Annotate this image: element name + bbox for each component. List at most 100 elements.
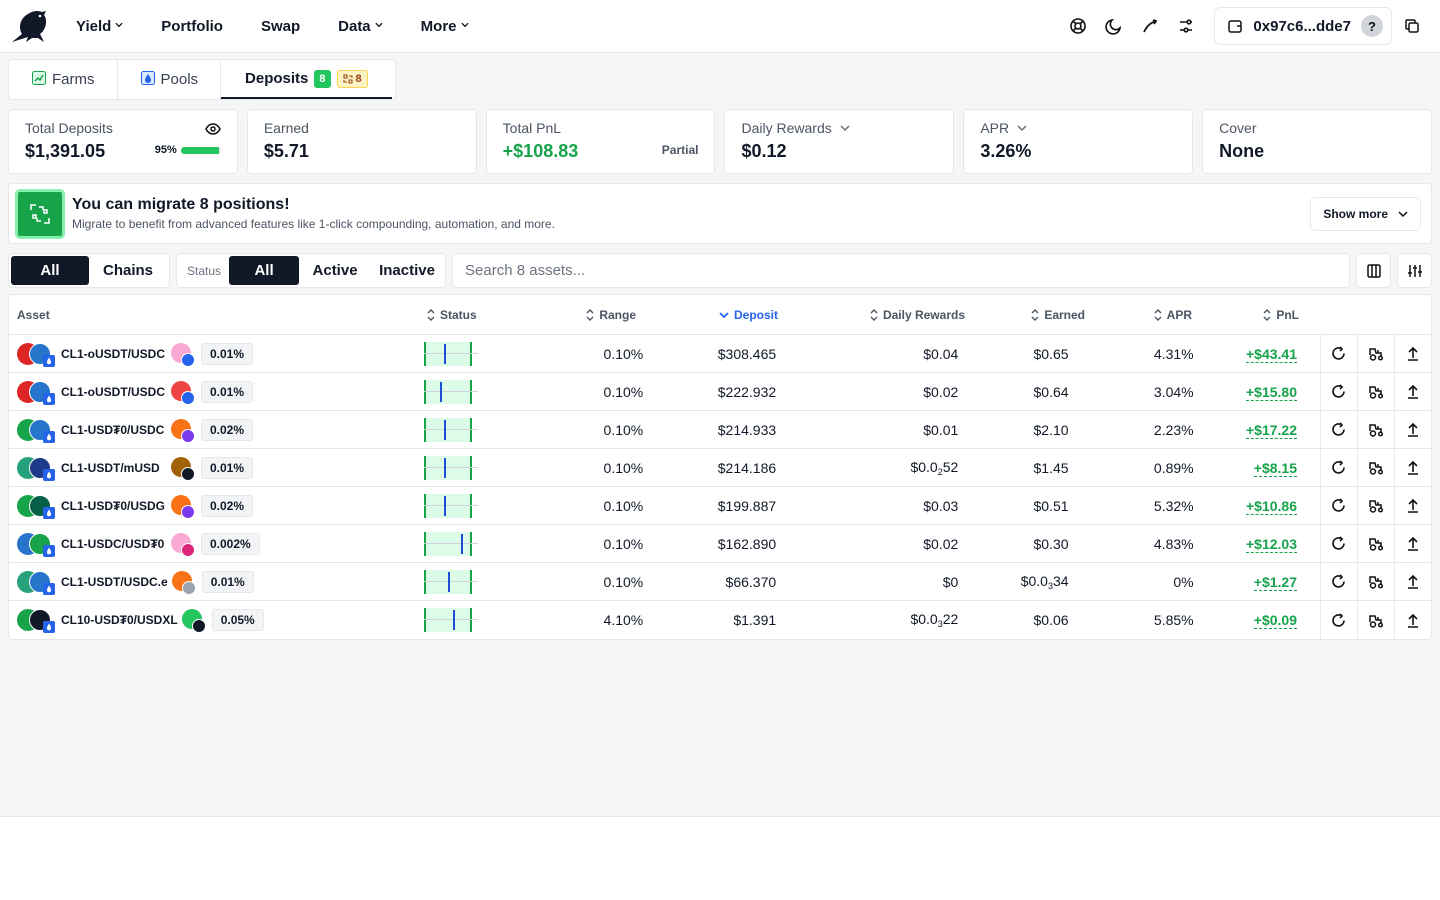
pair-name: CL10-USD₮0/USDXL	[61, 613, 178, 627]
columns-icon[interactable]	[1356, 253, 1391, 288]
pnl-cell[interactable]: +$8.15	[1253, 459, 1297, 477]
chevron-down-icon	[1017, 125, 1027, 131]
dex-icon	[181, 607, 210, 633]
earned-cell: $0.64	[1033, 383, 1069, 400]
upload-icon[interactable]	[1393, 410, 1431, 449]
table-row[interactable]: CL1-USDC/USD₮0 0.002% 0.10% $162.890 $0.…	[9, 524, 1431, 563]
wallet-address: 0x97c6...dde7	[1253, 17, 1351, 35]
asset-cell[interactable]: CL1-USDT/USDC.e 0.01%	[9, 569, 421, 595]
header-asset[interactable]: Asset	[17, 307, 50, 322]
logo-icon[interactable]	[10, 6, 54, 46]
status-all-button[interactable]: All	[229, 256, 300, 285]
apr-cell: 5.32%	[1153, 497, 1194, 514]
asset-cell[interactable]: CL1-USDT/mUSD 0.01%	[9, 455, 421, 481]
upload-icon[interactable]	[1393, 448, 1431, 487]
daily-rewards-cell: $0.0322	[910, 611, 959, 629]
asset-cell[interactable]: CL1-oUSDT/USDC 0.01%	[9, 341, 421, 367]
scope-chains-button[interactable]: Chains	[102, 262, 153, 279]
nav-item-more[interactable]: More	[401, 0, 487, 53]
pnl-cell[interactable]: +$0.09	[1253, 612, 1297, 629]
tractor-icon[interactable]	[1356, 524, 1394, 563]
upload-icon[interactable]	[1393, 334, 1431, 373]
table-row[interactable]: CL1-oUSDT/USDC 0.01% 0.10% $308.465 $0.0…	[9, 334, 1431, 373]
asset-cell[interactable]: CL1-USDC/USD₮0 0.002%	[9, 531, 421, 557]
tab-pools[interactable]: Pools	[118, 60, 222, 99]
help-badge[interactable]: ?	[1361, 15, 1383, 37]
asset-cell[interactable]: CL1-USD₮0/USDG 0.02%	[9, 493, 421, 519]
refresh-icon[interactable]	[1319, 372, 1357, 411]
table-row[interactable]: CL1-USD₮0/USDC 0.02% 0.10% $214.933 $0.0…	[9, 410, 1431, 449]
wallet-button[interactable]: 0x97c6...dde7 ?	[1214, 7, 1392, 45]
scope-all-button[interactable]: All	[11, 256, 89, 285]
upload-icon[interactable]	[1393, 601, 1431, 639]
fee-badge: 0.01%	[201, 380, 254, 403]
tractor-icon[interactable]	[1356, 372, 1394, 411]
tractor-icon[interactable]	[1356, 601, 1394, 639]
refresh-icon[interactable]	[1319, 410, 1357, 449]
header-earned[interactable]: Earned	[973, 308, 1085, 322]
header-status[interactable]: Status	[427, 308, 547, 322]
header-pnl[interactable]: PnL	[1212, 308, 1317, 322]
status-active-button[interactable]: Active	[312, 262, 358, 279]
asset-cell[interactable]: CL10-USD₮0/USDXL 0.05%	[9, 607, 421, 633]
pnl-cell[interactable]: +$10.86	[1245, 497, 1297, 515]
tractor-icon[interactable]	[1356, 334, 1394, 373]
table-row[interactable]: CL10-USD₮0/USDXL 0.05% 4.10% $1.391 $0.0…	[9, 601, 1431, 639]
settings-sliders-icon[interactable]	[1168, 8, 1204, 44]
row-actions	[1319, 334, 1431, 373]
header-deposit[interactable]: Deposit	[653, 308, 788, 322]
upload-icon[interactable]	[1393, 562, 1431, 601]
status-inactive-button[interactable]: Inactive	[379, 262, 435, 279]
nav-item-portfolio[interactable]: Portfolio	[161, 17, 223, 35]
refresh-icon[interactable]	[1319, 524, 1357, 563]
nav-item-yield[interactable]: Yield	[74, 0, 141, 53]
card-apr[interactable]: APR 3.26%	[963, 109, 1194, 174]
refresh-icon[interactable]	[1319, 601, 1357, 639]
pnl-cell[interactable]: +$12.03	[1245, 535, 1297, 553]
refresh-icon[interactable]	[1319, 486, 1357, 525]
header-apr[interactable]: APR	[1085, 308, 1212, 322]
tab-deposits[interactable]: Deposits 8 8	[221, 60, 392, 99]
asset-cell[interactable]: CL1-oUSDT/USDC 0.01%	[9, 379, 421, 405]
table-row[interactable]: CL1-oUSDT/USDC 0.01% 0.10% $222.932 $0.0…	[9, 372, 1431, 411]
support-icon[interactable]	[1060, 8, 1096, 44]
upload-icon[interactable]	[1393, 486, 1431, 525]
nav-item-swap[interactable]: Swap	[260, 17, 301, 35]
pool-type-icon	[43, 468, 55, 481]
table-row[interactable]: CL1-USD₮0/USDG 0.02% 0.10% $199.887 $0.0…	[9, 486, 1431, 525]
upload-icon[interactable]	[1393, 524, 1431, 563]
tractor-icon[interactable]	[1356, 410, 1394, 449]
show-more-button[interactable]: Show more	[1310, 196, 1421, 231]
card-daily-rewards[interactable]: Daily Rewards $0.12	[724, 109, 955, 174]
curve-icon[interactable]	[1132, 8, 1168, 44]
refresh-icon[interactable]	[1319, 334, 1357, 373]
tab-farms[interactable]: Farms	[9, 60, 118, 99]
nav-item-data[interactable]: Data	[318, 0, 401, 53]
theme-moon-icon[interactable]	[1096, 8, 1132, 44]
copy-icon[interactable]	[1394, 8, 1430, 44]
pnl-cell[interactable]: +$1.27	[1253, 573, 1297, 591]
pnl-cell[interactable]: +$43.41	[1245, 345, 1297, 363]
table-row[interactable]: CL1-USDT/mUSD 0.01% 0.10% $214.186 $0.02…	[9, 448, 1431, 487]
refresh-icon[interactable]	[1319, 562, 1357, 601]
pnl-cell[interactable]: +$15.80	[1245, 383, 1297, 401]
header-daily-rewards[interactable]: Daily Rewards	[788, 308, 973, 322]
token-pair-icons	[17, 341, 57, 367]
upload-icon[interactable]	[1393, 372, 1431, 411]
tractor-icon[interactable]	[1356, 448, 1394, 487]
filter-sliders-icon[interactable]	[1397, 253, 1432, 288]
price-needle	[447, 571, 450, 592]
dex-icon	[171, 455, 199, 481]
pnl-cell[interactable]: +$17.22	[1245, 421, 1297, 439]
card-label: Cover	[1219, 120, 1257, 136]
search-input[interactable]: Search 8 assets...	[452, 253, 1350, 288]
eye-icon[interactable]	[204, 122, 221, 138]
asset-cell[interactable]: CL1-USD₮0/USDC 0.02%	[9, 417, 421, 443]
tractor-icon[interactable]	[1356, 562, 1394, 601]
range-indicator	[423, 417, 478, 442]
header-range[interactable]: Range	[547, 308, 653, 322]
table-row[interactable]: CL1-USDT/USDC.e 0.01% 0.10% $66.370 $0 $…	[9, 562, 1431, 601]
refresh-icon[interactable]	[1319, 448, 1357, 487]
tractor-icon[interactable]	[1356, 486, 1394, 525]
chevron-down-icon	[840, 125, 850, 131]
